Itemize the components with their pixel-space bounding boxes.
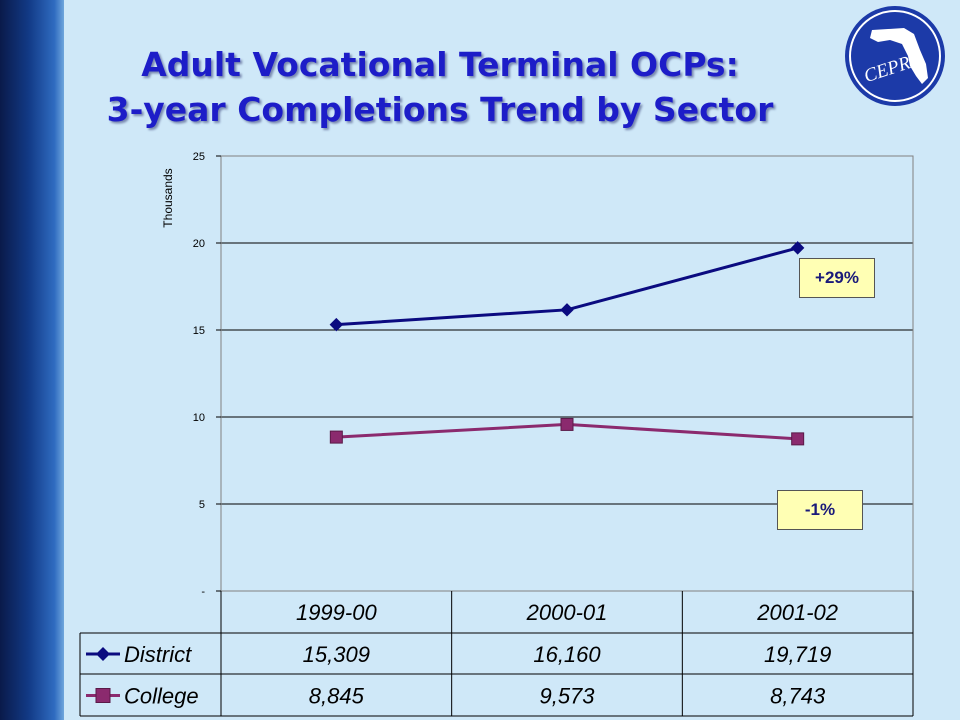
- district-change-callout: +29%: [799, 258, 875, 298]
- title-line-1: Adult Vocational Terminal OCPs:: [141, 45, 739, 84]
- data-point-college: [560, 417, 574, 431]
- table-cell: 8,743: [770, 684, 826, 709]
- legend-label: College: [124, 684, 199, 709]
- y-tick-label: 10: [193, 412, 205, 424]
- series-layer: [329, 241, 805, 446]
- y-tick-label: 5: [199, 499, 205, 511]
- table-cell: 9,573: [539, 684, 595, 709]
- y-tick-label: -: [201, 586, 205, 598]
- data-point-district: [560, 303, 574, 317]
- x-category-label: 1999-00: [296, 600, 378, 625]
- table-cell: 15,309: [303, 642, 370, 667]
- college-change-callout: -1%: [777, 490, 863, 530]
- data-point-college: [329, 430, 343, 444]
- table-cell: 19,719: [764, 642, 831, 667]
- data-table: 1999-00 2000-01 2001-02 District 15,309 16,16…: [79, 591, 914, 717]
- logo-ring: [849, 10, 941, 102]
- y-tick-labels: - 5 10 15 20 25: [193, 151, 221, 598]
- y-axis-label: Thousands: [161, 168, 175, 227]
- florida-map-logo-icon: [870, 28, 928, 84]
- x-category-label: 2001-02: [756, 600, 838, 625]
- legend-marker-college: [95, 688, 111, 703]
- y-tick-label: 25: [193, 151, 205, 163]
- title-line-2: 3-year Completions Trend by Sector: [106, 90, 774, 129]
- plot-area-border: [220, 155, 914, 592]
- side-band-decoration: [0, 0, 64, 720]
- table-cell: 16,160: [533, 642, 601, 667]
- legend-label: District: [124, 642, 192, 667]
- x-category-label: 2000-01: [526, 600, 608, 625]
- legend-marker-district: [96, 647, 110, 661]
- data-point-college: [791, 432, 805, 446]
- cepri-logo: CEPRI: [845, 6, 945, 106]
- data-point-district: [329, 317, 344, 332]
- y-tick-label: 15: [193, 325, 205, 337]
- y-tick-label: 20: [193, 238, 205, 250]
- table-cell: 8,845: [309, 684, 365, 709]
- slide-title: Adult Vocational Terminal OCPs: 3-year C…: [70, 42, 810, 132]
- data-point-district: [790, 241, 805, 255]
